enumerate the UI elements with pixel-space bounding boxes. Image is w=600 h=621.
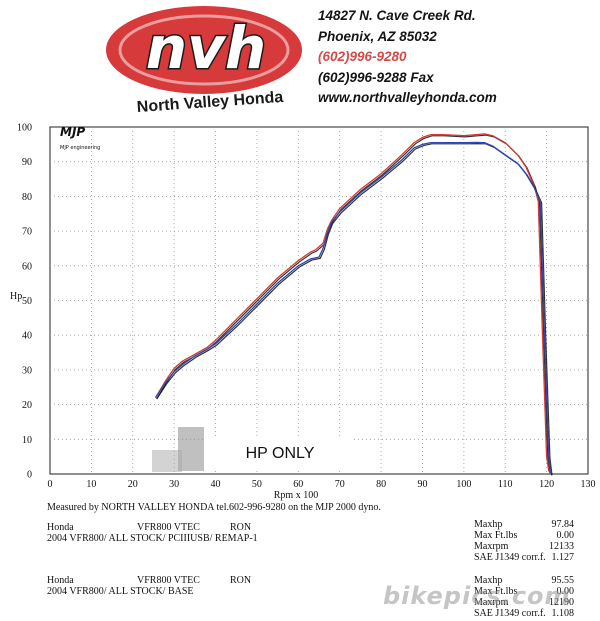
x-tick-label: 0 — [48, 479, 53, 490]
series-trace-2 — [156, 142, 553, 476]
scan-smudge — [152, 450, 182, 472]
x-tick-label: 90 — [417, 479, 427, 490]
run-1-description: 2004 VFR800/ ALL STOCK/ PCIIIUSB/ REMAP-… — [47, 533, 258, 544]
stat-row: SAE J1349 corr.f. 1.127 — [474, 552, 574, 563]
annotation-box — [206, 436, 354, 468]
stat-row: Max Ft.lbs 0.00 — [474, 530, 574, 541]
watermark-logo: bikepics.com — [383, 582, 571, 610]
website: www.northvalleyhonda.com — [318, 90, 497, 105]
x-tick-label: 60 — [293, 479, 303, 490]
stat-row: Maxrpm 12133 — [474, 541, 574, 552]
y-tick-label: 70 — [22, 227, 32, 238]
x-tick-label: 30 — [169, 479, 179, 490]
x-tick-label: 110 — [498, 479, 513, 490]
run-2-description: 2004 VFR800/ ALL STOCK/ BASE — [47, 586, 194, 597]
run-2-make: Honda — [47, 575, 74, 586]
run-summary: Measured by NORTH VALLEY HONDA tel.602-9… — [0, 500, 600, 621]
dyno-chart: 0 10 20 30 40 50 60 70 80 90 100 0 10 20 30 40 50 60 70 80 9… — [0, 118, 600, 502]
run-1-stats: Maxhp 97.84 Max Ft.lbs 0.00 Maxrpm 12133 SA… — [474, 519, 574, 563]
y-tick-label: 50 — [22, 296, 32, 307]
x-tick-label: 100 — [456, 479, 471, 490]
y-tick-label: 20 — [22, 400, 32, 411]
x-tick-label: 120 — [539, 479, 554, 490]
run-1-make: Honda — [47, 522, 74, 533]
run-1-rider: RON — [230, 522, 252, 533]
x-tick-label: 80 — [376, 479, 386, 490]
y-axis-label: Hp — [10, 291, 22, 302]
dyno-chart-svg: 0 10 20 30 40 50 60 70 80 90 100 0 10 20 30 40 50 60 70 80 9… — [10, 123, 596, 502]
stat-row: Maxhp 95.55 — [474, 575, 574, 586]
run-1-model: VFR800 VTEC — [137, 522, 200, 533]
address-line-1: 14827 N. Cave Creek Rd. — [318, 8, 476, 23]
dealer-logo: nvh North Valley Honda — [102, 2, 310, 116]
stat-row: Maxrpm 12190 — [474, 597, 574, 608]
x-axis-label: Rpm x 100 — [274, 490, 318, 501]
stat-row: SAE J1349 corr.f. 1.108 — [474, 608, 574, 619]
x-tick-label: 10 — [86, 479, 96, 490]
series-line-1 — [154, 133, 552, 475]
mjp-brand-text: MJP engineering — [60, 145, 100, 151]
y-tick-label: 0 — [27, 470, 32, 481]
x-tick-label: 50 — [252, 479, 262, 490]
x-tick-label: 40 — [211, 479, 221, 490]
x-tick-label: 20 — [128, 479, 138, 490]
y-tick-label: 30 — [22, 365, 32, 376]
series-line-2 — [154, 141, 552, 475]
run-2-stats: Maxhp 95.55 Max Ft.lbs 0.00 Maxrpm 12190 SA… — [474, 575, 574, 619]
logo-text: nvh — [146, 14, 266, 82]
y-tick-label: 80 — [22, 192, 32, 203]
series-trace-1 — [156, 134, 553, 476]
phone-number: (602)996-9280 — [318, 49, 407, 64]
y-tick-label: 10 — [22, 435, 32, 446]
x-tick-label: 130 — [581, 479, 596, 490]
run-2-model: VFR800 VTEC — [137, 575, 200, 586]
logo-oval — [106, 6, 302, 94]
stat-row: Maxhp 97.84 — [474, 519, 574, 530]
run-2-rider: RON — [230, 575, 252, 586]
fax-number: (602)996-9288 Fax — [318, 69, 434, 85]
y-tick-label: 100 — [17, 123, 32, 134]
y-tick-label: 90 — [22, 157, 32, 168]
y-tick-label: 60 — [22, 261, 32, 272]
y-tick-label: 40 — [22, 331, 32, 342]
mjp-logo-icon: MJP — [60, 125, 85, 139]
contact-block: 14827 N. Cave Creek Rd. Phoenix, AZ 8503… — [318, 6, 497, 109]
measured-note: Measured by NORTH VALLEY HONDA tel.602-9… — [47, 502, 381, 513]
chart-annotation: HP ONLY — [246, 445, 315, 462]
address-line-2: Phoenix, AZ 85032 — [318, 28, 437, 44]
scan-smudge — [178, 427, 204, 471]
x-tick-label: 70 — [335, 479, 345, 490]
stat-row: Max Ft.lbs 0.00 — [474, 586, 574, 597]
